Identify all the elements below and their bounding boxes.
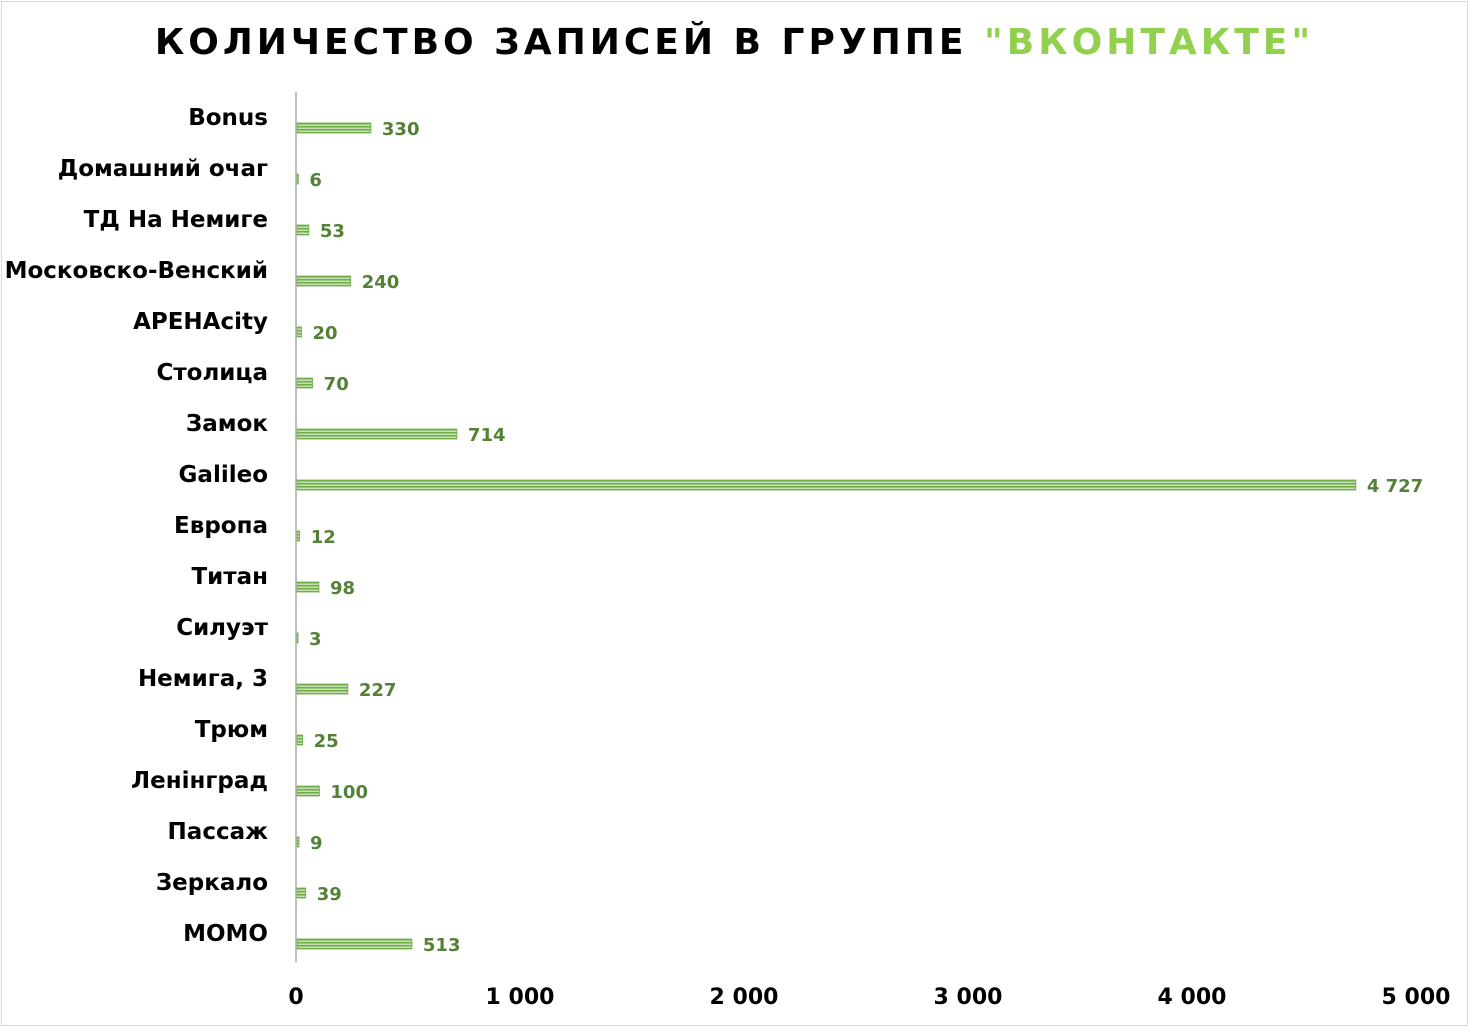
data-label: 39 [317,884,342,905]
bar [296,530,301,542]
bar [296,224,310,236]
bar [296,275,352,287]
category-label: Московско-Венский [5,258,268,284]
category-label: MOMO [183,921,268,947]
chart-title-highlight: "ВКОНТАКТЕ" [984,22,1315,63]
bar [296,836,300,848]
bars-layer: 330 6 53 240 20 70 714 4 727 12 98 3 227 25 100 9 39 513 [295,92,1423,962]
category-label: Galileo [179,462,268,488]
bar [296,428,458,440]
data-label: 53 [320,221,345,242]
category-label: Трюм [195,717,268,743]
data-label: 714 [468,425,506,446]
category-label: Силуэт [176,615,268,641]
chart-title-main: КОЛИЧЕСТВО ЗАПИСЕЙ В ГРУППЕ [154,22,968,63]
bar [296,683,349,695]
bar [296,632,299,644]
bar [296,122,372,134]
category-label: Домашний очаг [58,156,268,182]
bar [296,581,320,593]
bar [296,479,1357,491]
category-label: Зеркало [156,870,268,896]
bar [296,734,303,746]
data-label: 240 [362,272,400,293]
x-tick-label: 2 000 [710,985,779,1010]
bar [296,938,413,950]
bar [296,785,320,797]
data-label: 6 [309,170,322,191]
data-label: 20 [312,323,337,344]
data-label: 227 [359,680,397,701]
data-label: 70 [324,374,349,395]
category-label: ТД На Немиге [84,207,268,233]
bar [296,377,314,389]
category-label: Столица [156,360,268,386]
data-label: 330 [382,119,420,140]
data-label: 100 [330,782,368,803]
category-label: Пассаж [168,819,269,845]
data-label: 4 727 [1367,476,1423,497]
x-tick-label: 4 000 [1158,985,1227,1010]
category-label: Европа [174,513,268,539]
category-label: Замок [186,411,268,437]
data-label: 98 [330,578,355,599]
bar [296,887,307,899]
data-label: 3 [309,629,322,650]
data-label: 25 [314,731,339,752]
category-label: АРЕНAcity [133,309,268,335]
chart-title: КОЛИЧЕСТВО ЗАПИСЕЙ В ГРУППЕ "ВКОНТАКТЕ" [0,22,1469,63]
data-label: 12 [311,527,336,548]
data-label: 513 [423,935,461,956]
category-label: Немига, 3 [138,666,268,692]
x-tick-label: 0 [288,985,303,1010]
category-labels: Bonus Домашний очаг ТД На Немиге Московско-… [5,105,269,947]
x-tick-label: 5 000 [1382,985,1451,1010]
category-label: Bonus [188,105,268,131]
x-axis-ticks: 0 1 000 2 000 3 000 4 000 5 000 [288,985,1450,1010]
data-label: 9 [310,833,323,854]
x-tick-label: 3 000 [934,985,1003,1010]
bar [296,326,302,338]
bar [296,173,299,185]
category-label: Титан [191,564,268,590]
x-tick-label: 1 000 [486,985,555,1010]
category-label: Ленінград [131,768,268,794]
